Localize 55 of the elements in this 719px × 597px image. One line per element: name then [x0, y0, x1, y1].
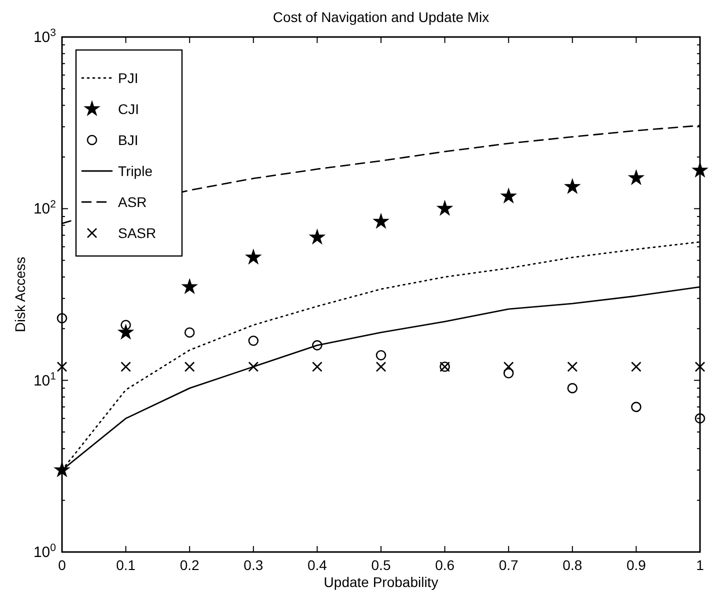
legend-label: PJI — [118, 70, 138, 86]
point — [376, 350, 386, 360]
x-tick-label: 0.1 — [116, 557, 136, 573]
point — [503, 362, 514, 372]
y-tick-label: 10$^{2}$ — [33, 198, 56, 218]
point — [694, 362, 706, 372]
point — [184, 362, 195, 372]
legend-label: ASR — [118, 194, 147, 210]
y-tick-label: 10$^{0}$ — [33, 542, 56, 561]
point — [54, 462, 70, 477]
point — [503, 368, 514, 378]
point — [373, 213, 389, 228]
point — [376, 362, 386, 372]
x-tick-label: 0.6 — [435, 557, 455, 573]
point — [500, 188, 516, 204]
chart-title: Cost of Navigation and Update Mix — [272, 9, 490, 25]
legend-label: BJI — [118, 132, 138, 148]
y-tick-label: 10$^{3}$ — [33, 27, 56, 46]
point — [184, 327, 195, 338]
x-tick-label: 1 — [696, 557, 704, 573]
point — [631, 362, 642, 372]
x-tick-label: 0.3 — [244, 557, 264, 573]
point — [248, 362, 259, 372]
point — [564, 178, 580, 194]
point — [694, 413, 706, 424]
y-axis-title: Disk Access — [12, 256, 28, 332]
legend-label: SASR — [118, 225, 156, 241]
x-tick-label: 0.5 — [371, 557, 391, 573]
x-axis-title: Update Probability — [324, 574, 438, 590]
x-tick-label: 0.2 — [180, 557, 200, 573]
point — [692, 162, 708, 178]
x-tick-label: 0 — [58, 557, 66, 573]
point — [246, 249, 262, 264]
x-tick-label: 0.4 — [307, 557, 328, 573]
point — [120, 362, 131, 372]
point — [56, 362, 68, 372]
x-tick-label: 0.9 — [626, 557, 646, 573]
point — [309, 229, 326, 244]
point — [631, 402, 642, 412]
point — [118, 324, 134, 340]
point — [182, 278, 198, 294]
point — [120, 320, 131, 330]
legend-label: CJI — [118, 101, 139, 117]
point — [567, 362, 578, 372]
point — [628, 170, 644, 185]
legend-label: Triple — [118, 163, 153, 179]
y-tick-label: 10$^{1}$ — [33, 370, 56, 390]
x-tick-label: 0.8 — [562, 557, 582, 573]
point — [567, 383, 578, 394]
x-tick-label: 0.7 — [498, 557, 519, 573]
point — [56, 313, 68, 324]
point — [312, 362, 322, 372]
point — [312, 340, 322, 350]
point — [248, 336, 259, 346]
point — [436, 200, 453, 216]
